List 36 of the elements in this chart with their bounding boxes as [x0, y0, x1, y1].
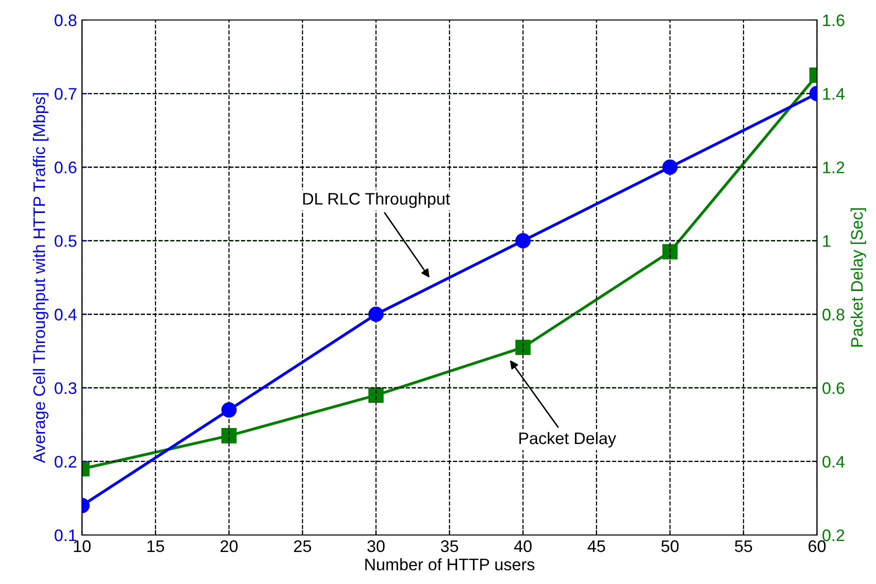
y2-tick-label: 1.4	[823, 88, 845, 100]
x-tick-label: 30	[367, 540, 385, 552]
x-tick-label: 10	[74, 540, 91, 552]
y2-tick-label: 0.2	[822, 529, 844, 542]
point	[368, 388, 384, 403]
y2-tick-label: 0.4	[822, 456, 845, 468]
y2-tick-label: 1	[823, 235, 830, 247]
x-tick-label: 55	[734, 540, 752, 552]
x-tick-label: 20	[220, 540, 238, 552]
annotation: Packet Delay	[519, 432, 616, 448]
point	[515, 340, 531, 356]
x-tick-label: 25	[294, 540, 312, 552]
point	[515, 233, 531, 248]
y-tick-label: 0.3	[54, 382, 76, 394]
x-tick-label: 35	[440, 540, 458, 552]
y-tick-label: 0.6	[54, 162, 76, 174]
y2-tick-label: 0.8	[822, 308, 844, 320]
y-tick-label: 0.8	[54, 14, 76, 26]
x-tick-label: 50	[661, 540, 679, 552]
x-tick-label: 60	[808, 540, 826, 552]
x-tick-label: 15	[148, 540, 164, 552]
y-tick-label: 0.1	[54, 529, 76, 542]
y2-axis-title: Packet Delay [Sec]	[850, 208, 866, 347]
y-tick-label: 0.5	[54, 235, 76, 247]
x-tick-label: 45	[588, 540, 606, 552]
y2-tick-label: 1.6	[823, 14, 844, 26]
y2-tick-label: 0.6	[822, 382, 844, 394]
y-tick-label: 0.4	[54, 308, 77, 320]
annotation: DL RLC Throughput	[303, 192, 450, 208]
y2-tick-label: 1.2	[823, 162, 844, 174]
y-axis-title: Average Cell Throughput with HTTP Traffic [Mbps]	[32, 93, 48, 464]
y-tick-label: 0.2	[54, 456, 76, 468]
point	[368, 306, 384, 322]
x-tick-label: 40	[514, 540, 532, 552]
y-tick-label: 0.7	[54, 88, 76, 100]
x-axis-title: Number of HTTP users	[365, 558, 534, 570]
